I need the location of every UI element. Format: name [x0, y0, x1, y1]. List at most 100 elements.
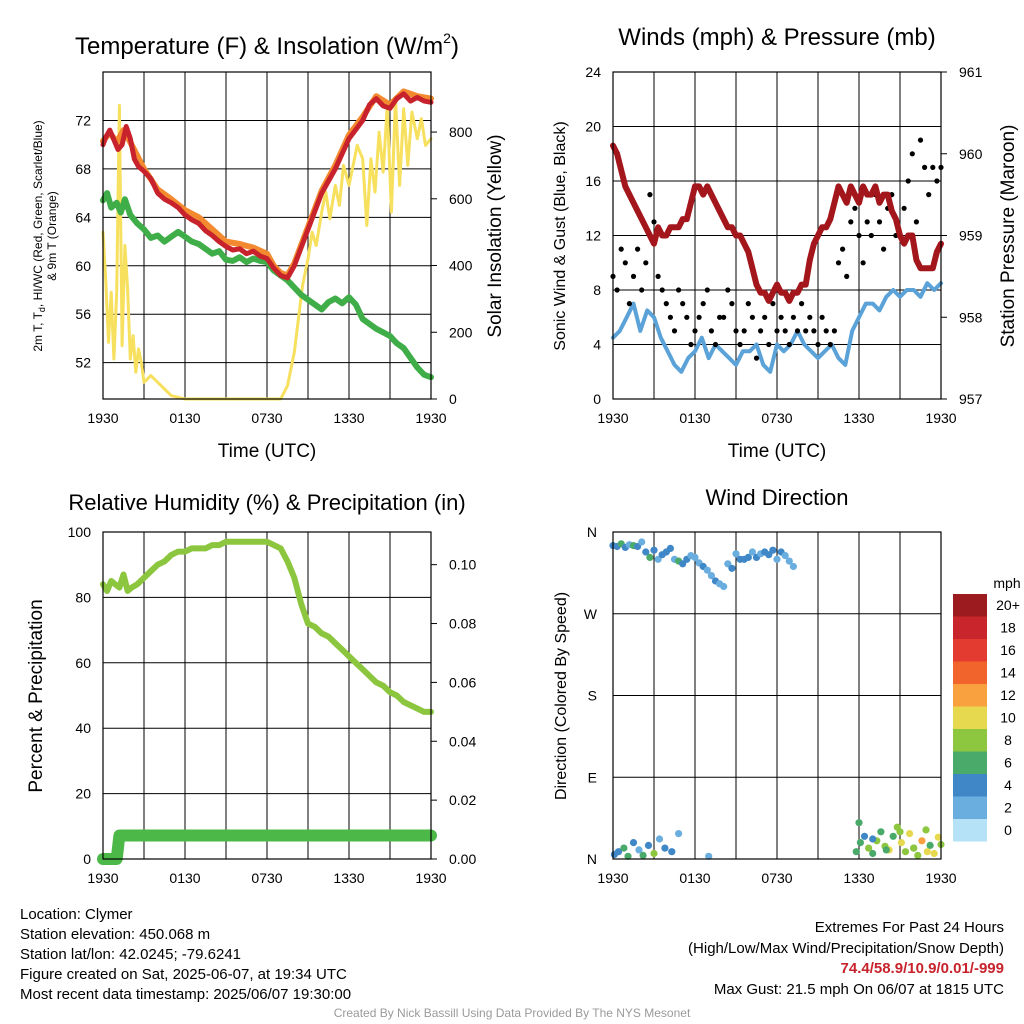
gust-point	[819, 314, 825, 320]
y-tick-label: 40	[75, 720, 91, 736]
gust-point	[835, 260, 842, 266]
direction-point	[896, 828, 904, 836]
direction-point	[877, 828, 885, 836]
extremes-title: Extremes For Past 24 Hours	[814, 919, 1004, 936]
y-right-tick-label: 960	[959, 146, 983, 162]
elevation-text: Station elevation: 450.068 m	[20, 926, 211, 943]
gust-point	[901, 205, 907, 211]
direction-point	[624, 852, 632, 860]
gust-point	[647, 192, 653, 198]
gust-point	[651, 219, 657, 225]
x-tick-label: 0730	[761, 410, 792, 426]
y-right-tick-label: 0.06	[449, 674, 476, 690]
x-tick-label: 1930	[415, 410, 446, 426]
x-tick-label: 0130	[169, 870, 200, 886]
legend-label: 2	[1004, 800, 1012, 816]
gust-point	[737, 341, 743, 348]
y-right-tick-label: 961	[959, 64, 983, 80]
direction-point	[769, 546, 777, 554]
gust-point	[671, 328, 678, 334]
y-tick-label: W	[584, 606, 598, 622]
gust-point	[860, 260, 866, 266]
direction-point	[934, 833, 942, 841]
y-axis-label: Percent & Precipitation	[26, 599, 47, 792]
gust-point	[745, 301, 751, 307]
legend-label: 10	[1000, 710, 1016, 726]
y-right-tick-label: 0.10	[449, 557, 476, 573]
legend-title: mph	[993, 575, 1020, 591]
gust-point	[733, 328, 739, 334]
y-tick-label: 68	[75, 161, 91, 177]
legend-swatch	[953, 661, 987, 684]
legend-swatch	[953, 796, 987, 819]
speed-legend: mph 20+ 18 16 14 12 10 8 6 4 2 0	[953, 575, 1021, 842]
direction-point	[732, 550, 740, 558]
y-tick-label: N	[587, 851, 597, 867]
gust-point	[626, 301, 633, 307]
legend-label: 16	[1000, 642, 1016, 658]
y-tick-label: 12	[585, 228, 601, 244]
x-tick-label: 1930	[925, 870, 956, 886]
legend-swatch	[953, 774, 987, 797]
y-right-tick-label: 958	[959, 309, 983, 325]
y-tick-label: 64	[75, 209, 91, 225]
direction-point	[852, 848, 860, 856]
y-right-axis-label: Station Pressure (Maroon)	[998, 125, 1019, 348]
y-right-tick-label: 0.02	[449, 792, 476, 808]
gust-point	[856, 232, 862, 239]
y-tick-label: S	[588, 688, 597, 704]
direction-point	[650, 546, 658, 554]
direction-point	[773, 555, 781, 563]
gust-point	[725, 287, 731, 293]
gust-point	[614, 287, 620, 293]
gust-point	[848, 219, 854, 225]
direction-point	[926, 841, 934, 850]
gust-point	[926, 192, 932, 198]
x-tick-label: 1930	[597, 410, 628, 426]
y-axis-label: 2m T, Td, HI/WC (Red, Green, Scarlet/Blu…	[31, 120, 47, 351]
gust-point	[708, 328, 715, 334]
station-info: Location: Clymer Station elevation: 450.…	[20, 905, 351, 1005]
y-axis-label: Sonic Wind & Gust (Blue, Black)	[552, 121, 569, 350]
y-right-tick-label: 200	[449, 324, 473, 340]
gust-point	[667, 314, 674, 320]
gust-point	[762, 314, 768, 320]
legend-swatch	[953, 616, 987, 639]
x-tick-label: 0130	[679, 870, 710, 886]
legend-swatch	[953, 819, 987, 842]
y-tick-label: 60	[75, 655, 91, 671]
direction-point	[918, 837, 926, 845]
y-right-tick-label: 600	[449, 191, 473, 207]
y-tick-label: 8	[593, 282, 601, 298]
direction-point	[785, 557, 793, 565]
gust-point	[696, 314, 702, 320]
gust-point	[622, 260, 628, 266]
gust-point	[913, 219, 920, 225]
x-tick-label: 1930	[415, 870, 446, 886]
gust-point	[782, 328, 788, 334]
gust-point	[717, 314, 723, 320]
direction-point	[639, 851, 647, 860]
gust-point	[794, 328, 801, 334]
y-axis-label-line2: & 9m T (Orange)	[45, 191, 59, 281]
plot-border	[612, 71, 942, 400]
y-right-tick-label: 0.04	[449, 733, 476, 749]
legend-label: 14	[1000, 665, 1016, 681]
chart-title: Temperature (F) & Insolation (W/m2)	[75, 30, 459, 60]
direction-point	[655, 835, 664, 843]
series-solar-insolation	[101, 97, 433, 401]
x-tick-label: 1930	[87, 410, 118, 426]
y-tick-label: 4	[593, 337, 601, 353]
x-tick-label: 0730	[251, 410, 282, 426]
y-axis-label: Direction (Colored By Speed)	[553, 592, 570, 800]
created-text: Figure created on Sat, 2025-06-07, at 19…	[20, 966, 347, 983]
gust-point	[799, 301, 805, 307]
gust-point	[827, 341, 833, 348]
y-tick-label: 24	[585, 64, 601, 80]
chart-title: Wind Direction	[705, 485, 848, 510]
latlon-text: Station lat/lon: 42.0245; -79.6241	[20, 946, 242, 963]
gust-point	[758, 328, 764, 334]
gust-point	[868, 232, 874, 239]
y-right-tick-label: 800	[449, 124, 473, 140]
direction-point	[705, 852, 713, 860]
